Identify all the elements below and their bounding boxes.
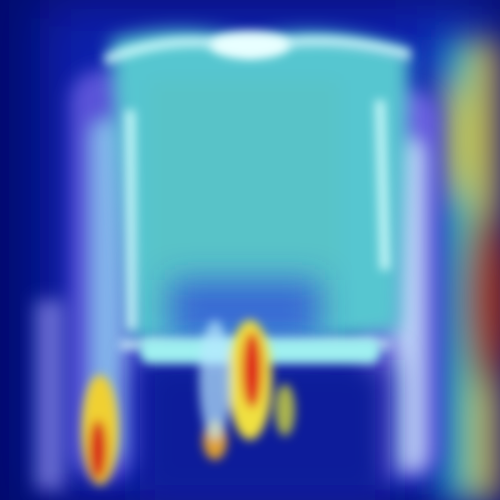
left-hotspot: [82, 375, 118, 485]
right-edge-hotspot: [440, 40, 500, 500]
center-hotspot: [199, 320, 295, 460]
left-edge-band: [35, 300, 65, 490]
collar: [210, 31, 290, 59]
